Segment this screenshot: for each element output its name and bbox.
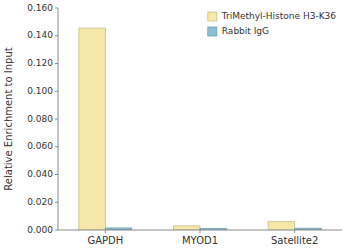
x-tick xyxy=(105,230,106,233)
bars xyxy=(79,28,321,230)
y-tick-label: 0.080 xyxy=(27,114,53,124)
y-tick xyxy=(55,8,58,9)
x-tick-label: GAPDH xyxy=(87,235,123,246)
chart: 0.000 0.020 0.040 0.060 0.080 0.100 0.120 0.140… xyxy=(0,0,350,252)
x-tick-label: Satellite2 xyxy=(271,235,318,246)
y-tick-label: 0.020 xyxy=(27,197,53,207)
y-axis-label: Relative Enrichment to Input xyxy=(3,47,14,190)
y-tick-label: 0.000 xyxy=(27,225,53,235)
y-tick xyxy=(55,230,58,231)
legend-item: Rabbit IgG xyxy=(208,26,269,36)
legend: TriMethyl-Histone H3-K36 Rabbit IgG xyxy=(208,11,336,36)
y-tick xyxy=(55,202,58,203)
y-tick xyxy=(55,174,58,175)
y-tick-label: 0.140 xyxy=(27,30,53,40)
bar xyxy=(268,222,295,230)
x-tick xyxy=(294,230,295,233)
y-tick xyxy=(55,146,58,147)
y-tick xyxy=(55,91,58,92)
y-tick xyxy=(55,63,58,64)
legend-swatch xyxy=(208,27,217,36)
y-tick xyxy=(55,35,58,36)
y-tick-label: 0.120 xyxy=(27,58,53,68)
legend-label: TriMethyl-Histone H3-K36 xyxy=(221,11,336,21)
legend-item: TriMethyl-Histone H3-K36 xyxy=(208,11,336,21)
y-tick-label: 0.100 xyxy=(27,86,53,96)
y-tick xyxy=(55,119,58,120)
y-tick-label: 0.160 xyxy=(27,3,53,13)
y-tick-label: 0.060 xyxy=(27,141,53,151)
legend-label: Rabbit IgG xyxy=(222,26,269,36)
x-tick-label: MYOD1 xyxy=(182,235,218,246)
y-tick-label: 0.040 xyxy=(27,169,53,179)
bar xyxy=(79,28,106,230)
x-tick xyxy=(200,230,201,233)
bar xyxy=(173,226,200,230)
legend-swatch xyxy=(208,12,217,21)
